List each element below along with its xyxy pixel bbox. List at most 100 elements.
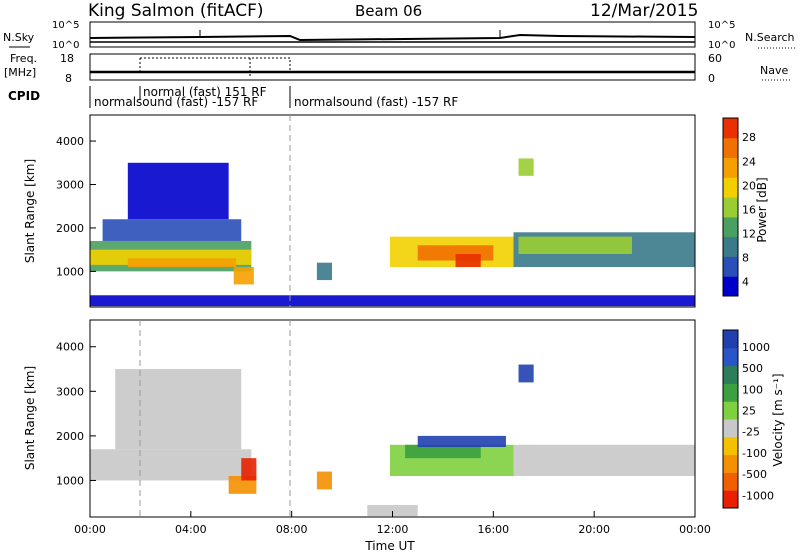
velocity-scatter-region [518,364,534,383]
freq-tick-bottom: 8 [65,72,72,85]
power-scatter-region [90,295,695,307]
noise-left-tick-bottom: 10^0 [52,40,79,51]
station-title: King Salmon (fitACF) [88,1,264,21]
x-tick-label: 12:00 [377,523,409,536]
velocity-ylabel: Slant Range [km] [23,366,37,470]
power-scatter-region [127,258,237,268]
velocity-scatter-region [513,444,695,476]
colorbar-tick-label: -25 [742,426,760,439]
power-y-tick-label: 4000 [56,135,84,148]
nave-label: Nave [760,64,788,77]
velocity-heatmap [90,364,695,517]
velocity-y-tick-label: 3000 [56,385,84,398]
cpid-seg1-line2: normalsound (fast) -157 RF [94,95,258,109]
power-scatter-region [518,236,632,255]
colorbar-tick-label: -500 [742,468,767,481]
colorbar-swatch [723,365,738,384]
x-tick-label: 08:00 [276,523,308,536]
noise-panel: N.Sky 10^5 10^0 10^5 10^0 N.Search [3,20,795,51]
colorbar-swatch [723,383,738,402]
colorbar-tick-label: 24 [742,155,756,168]
nave-tick-bottom: 0 [708,72,715,85]
colorbar-swatch [723,137,738,159]
colorbar-tick-label: 1000 [742,341,770,354]
power-panel: 4000 3000 2000 1000 Slant Range [km] [23,114,696,308]
x-tick-label: 20:00 [578,523,610,536]
freq-label: Freq. [10,52,37,65]
nsky-trace [89,33,696,42]
colorbar-swatch [723,118,738,139]
power-scatter-region [233,267,254,285]
colorbar-swatch [723,216,738,238]
velocity-y-tick-label: 2000 [56,430,84,443]
colorbar-swatch [723,347,738,367]
velocity-scatter-region [316,471,332,490]
noise-right-tick-bottom: 10^0 [708,40,735,51]
power-scatter-region [102,219,242,241]
colorbar-swatch [723,490,738,509]
power-y-tick-label: 1000 [56,265,84,278]
colorbar-swatch [723,454,738,473]
velocity-scatter-region [90,449,252,481]
colorbar-tick-label: 500 [742,362,763,375]
power-scatter-region [518,158,534,176]
power-y-tick-label: 2000 [56,222,84,235]
velocity-colorbar-label: Velocity [m s⁻¹] [771,373,785,466]
velocity-scatter-region [228,475,257,494]
colorbar-swatch [723,236,738,257]
x-tick-label: 00:00 [74,523,106,536]
velocity-scatter-region [115,369,242,450]
power-ylabel: Slant Range [km] [23,159,37,263]
power-heatmap [90,158,695,307]
power-colorbar-label: Power [dB] [755,177,769,242]
colorbar-swatch [723,276,738,297]
power-colorbar: 28 24 20 16 12 8 4 Power [dB] [722,117,769,297]
colorbar-tick-label: 100 [742,383,763,396]
colorbar-tick-label: 16 [742,203,756,216]
time-xlabel: Time UT [364,539,415,553]
nsearch-label: N.Search [745,31,795,44]
cpid-label: CPID [8,89,40,103]
date-label: 12/Mar/2015 [590,1,698,21]
velocity-scatter-region [367,504,418,517]
velocity-y-axis: 4000 3000 2000 1000 [56,341,96,487]
freq-panel: Freq. [MHz] 18 8 60 0 Nave [4,52,790,85]
velocity-scatter-region [417,435,506,448]
velocity-y-tick-label: 4000 [56,341,84,354]
velocity-colorbar: 1000 500 100 25 -25 -100 -500 -1000 Velocity [m… [722,329,785,509]
colorbar-tick-label: 25 [742,405,756,418]
colorbar-swatch [723,157,738,178]
colorbar-tick-label: 20 [742,179,756,192]
noise-left-tick-top: 10^5 [52,20,79,31]
power-scatter-region [316,262,332,281]
freq-tick-top: 18 [60,52,74,65]
colorbar-tick-label: 28 [742,131,756,144]
colorbar-tick-label: 4 [742,276,749,289]
freq-unit-label: [MHz] [4,66,36,79]
colorbar-swatch [723,419,738,438]
nave-tick-top: 60 [708,52,722,65]
colorbar-swatch [723,472,738,491]
colorbar-swatch [723,401,738,420]
noise-right-tick-top: 10^5 [708,20,735,31]
velocity-y-tick-label: 1000 [56,474,84,487]
nsky-label: N.Sky [3,31,35,44]
cpid-seg2-line2: normalsound (fast) -157 RF [294,95,458,109]
colorbar-swatch [723,330,738,349]
colorbar-tick-label: -1000 [742,489,774,502]
colorbar-tick-label: 12 [742,227,756,240]
power-y-axis: 4000 3000 2000 1000 [56,135,96,278]
colorbar-swatch [723,436,738,456]
x-tick-label: 04:00 [175,523,207,536]
colorbar-tick-label: -100 [742,447,767,460]
cpid-row: CPID normal (fast) 151 RF normalsound (f… [8,85,458,109]
colorbar-swatch [723,197,738,218]
velocity-scatter-region [405,444,481,459]
velocity-panel: 4000 3000 2000 1000 00:00 04:00 08:00 12:00 16:… [23,319,711,553]
cpid-seg1-line1: normal (fast) 151 RF [143,85,267,99]
nave-trace [140,57,291,72]
velocity-x-axis: 00:00 04:00 08:00 12:00 16:00 20:00 00:00 [74,511,711,536]
power-y-tick-label: 3000 [56,179,84,192]
colorbar-swatch [723,177,738,198]
